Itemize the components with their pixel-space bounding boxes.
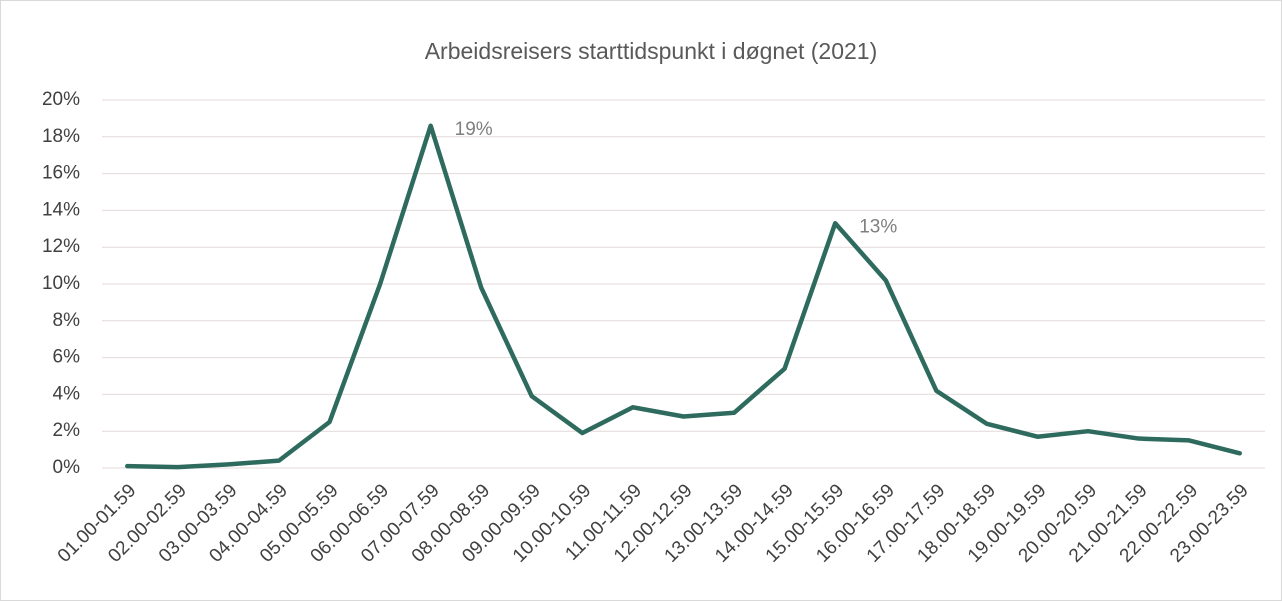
y-tick-label: 0% — [53, 457, 81, 478]
y-tick-label: 6% — [53, 347, 81, 368]
y-tick-label: 10% — [42, 273, 80, 294]
chart-title: Arbeidsreisers starttidspunkt i døgnet (… — [425, 38, 878, 64]
data-label: 19% — [455, 119, 493, 140]
y-tick-label: 2% — [53, 420, 81, 441]
y-tick-label: 20% — [42, 89, 80, 110]
y-tick-label: 4% — [53, 383, 81, 404]
data-label: 13% — [859, 216, 897, 237]
y-tick-label: 16% — [42, 163, 80, 184]
line — [125, 123, 1242, 470]
y-tick-label: 8% — [53, 310, 81, 331]
y-tick-label: 14% — [42, 199, 80, 220]
y-tick-label: 18% — [42, 126, 80, 147]
y-tick-label: 12% — [42, 236, 80, 257]
